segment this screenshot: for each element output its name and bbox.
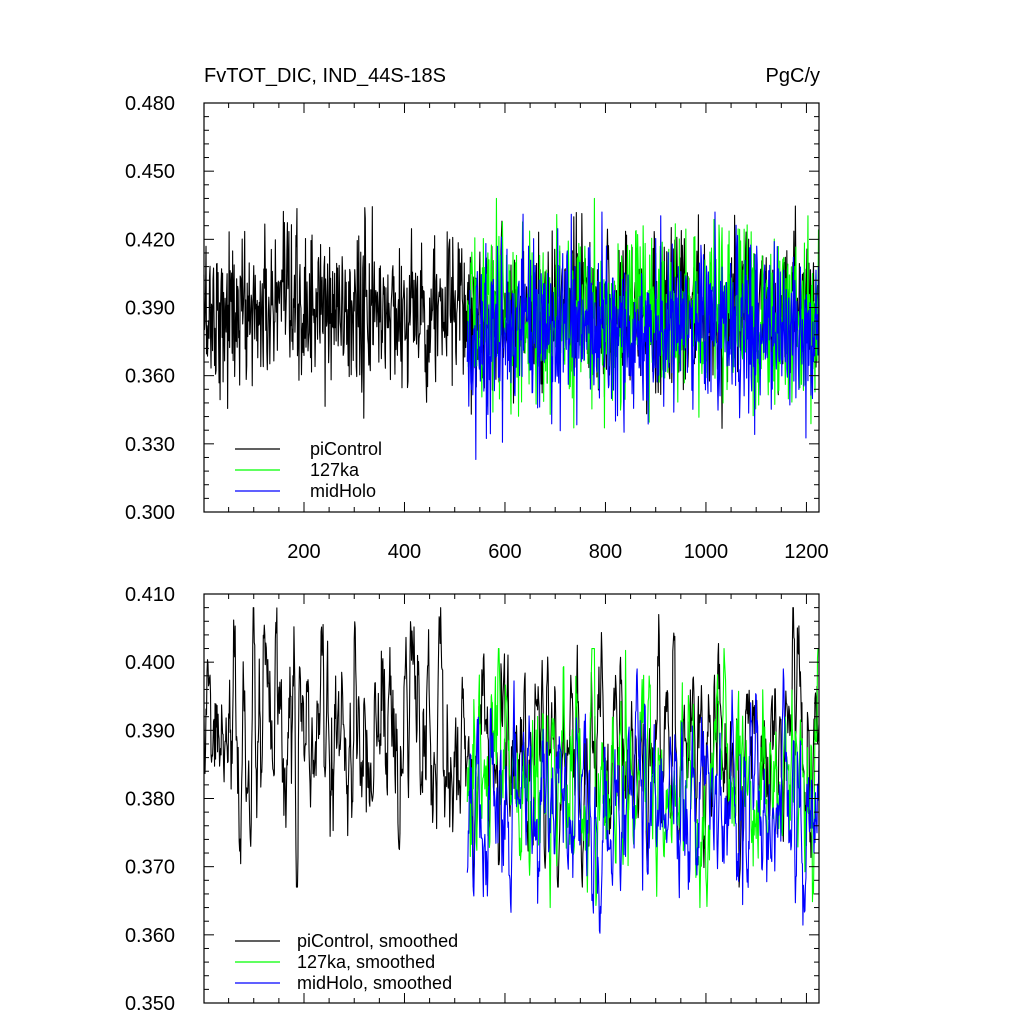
top-panel-ticks: 0.300 0.330 0.360 0.390 0.420 0.450 0.480 200 40… (125, 93, 829, 563)
legend-label-midholo-smoothed: midHolo, smoothed (297, 973, 452, 993)
y-tick-label: 0.410 (125, 584, 175, 606)
bottom-panel-legend: piControl, smoothed 127ka, smoothed midH… (235, 931, 458, 993)
x-tick-label: 400 (388, 541, 421, 563)
y-tick-label: 0.300 (125, 502, 175, 524)
legend-label-picontrol: piControl (310, 439, 382, 459)
bottom-panel-ticks: 0.350 0.360 0.370 0.380 0.390 0.400 0.410 (125, 584, 819, 1015)
y-tick-label: 0.420 (125, 229, 175, 251)
x-tick-label: 1200 (784, 541, 829, 563)
y-tick-label: 0.360 (125, 366, 175, 388)
y-tick-label: 0.360 (125, 925, 175, 947)
x-tick-label: 600 (488, 541, 521, 563)
y-tick-label: 0.450 (125, 161, 175, 183)
y-tick-label: 0.350 (125, 993, 175, 1015)
y-tick-label: 0.380 (125, 789, 175, 811)
y-tick-label: 0.390 (125, 298, 175, 320)
series-line-127ka-smoothed (466, 647, 820, 909)
bottom-panel-series (203, 607, 820, 934)
series-line-picontrol-smoothed (203, 607, 820, 888)
series-line-midholo-smoothed (466, 668, 820, 934)
top-panel-series (203, 197, 820, 461)
series-line-midholo (466, 211, 820, 461)
y-tick-label: 0.330 (125, 434, 175, 456)
top-panel-title: FvTOT_DIC, IND_44S-18S (204, 65, 446, 87)
y-tick-label: 0.390 (125, 720, 175, 742)
top-panel-units: PgC/y (766, 65, 820, 87)
x-tick-label: 800 (589, 541, 622, 563)
legend-label-picontrol-smoothed: piControl, smoothed (297, 931, 458, 951)
y-tick-label: 0.480 (125, 93, 175, 115)
y-tick-label: 0.400 (125, 652, 175, 674)
x-tick-label: 200 (287, 541, 320, 563)
top-panel: FvTOT_DIC, IND_44S-18S PgC/y 0.3000.3300… (125, 65, 829, 563)
legend-label-127ka: 127ka (310, 460, 360, 480)
legend-label-127ka-smoothed: 127ka, smoothed (297, 952, 435, 972)
y-tick-label: 0.370 (125, 857, 175, 879)
top-panel-legend: piControl 127ka midHolo (235, 439, 382, 501)
legend-label-midholo: midHolo (310, 481, 376, 501)
x-tick-label: 1000 (684, 541, 729, 563)
bottom-panel: 0.350 0.360 0.370 0.380 0.390 0.400 0.410 piCo… (125, 584, 820, 1015)
